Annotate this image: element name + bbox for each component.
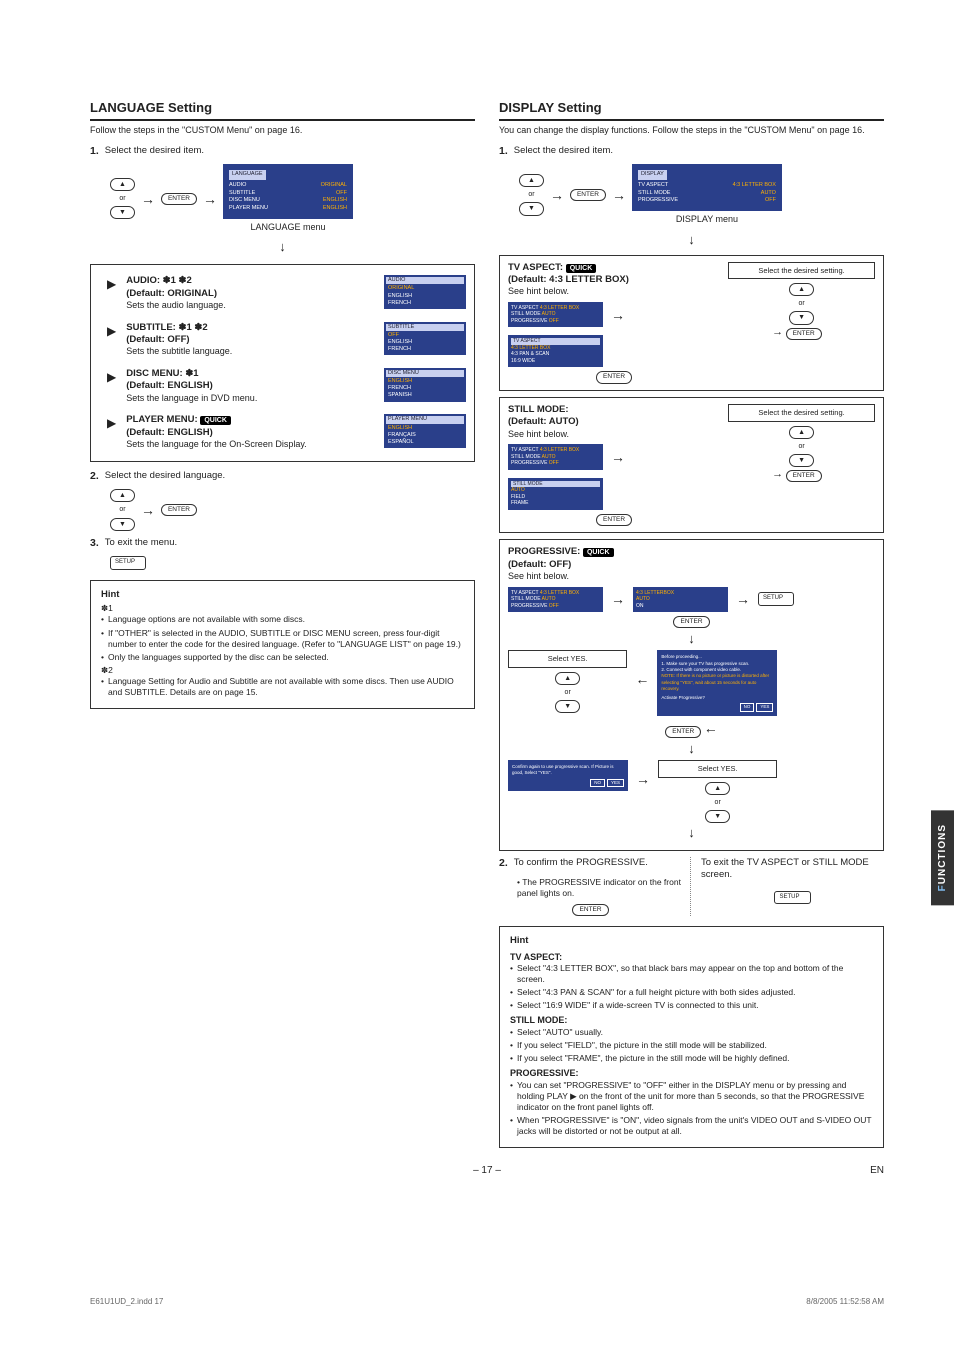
item-arrow-icon: ▶ (107, 416, 116, 432)
arrow-icon: → (141, 190, 155, 208)
language-hint-box: Hint ✽1 Language options are not availab… (90, 580, 475, 709)
item-arrow-icon: ▶ (107, 277, 116, 293)
item-arrow-icon: ▶ (107, 370, 116, 386)
print-metadata: E61U1UD_2.indd 17 8/8/2005 11:52:58 AM (90, 1297, 884, 1307)
right-column: DISPLAY Setting You can change the displ… (499, 100, 884, 1148)
language-menu-screen: LANGUAGE AUDIO ORIGINAL SUBTITLE OFF DIS… (223, 164, 353, 218)
enter-button[interactable]: ENTER (161, 193, 197, 205)
display-menu-screen: DISPLAY TV ASPECT 4:3 LETTER BOX STILL M… (632, 164, 782, 211)
step2-split: 2. To confirm the PROGRESSIVE. • The PRO… (499, 857, 884, 916)
audio-submenu: AUDIO ORIGINAL ENGLISH FRENCH (384, 275, 466, 309)
discmenu-submenu: DISC MENU ENGLISH FRENCH SPANISH (384, 368, 466, 402)
language-items-group: ▶ AUDIO: ✽1 ✽2 (Default: ORIGINAL) Sets … (90, 264, 475, 462)
arrow-icon: → (203, 190, 217, 208)
progressive-warning-screen: Before proceeding... 1. Make sure your T… (657, 650, 777, 715)
playermenu-submenu: PLAYER MENU ENGLISH FRANÇAIS ESPAÑOL (384, 414, 466, 448)
progressive-box: PROGRESSIVE: QUICK (Default: OFF) See hi… (499, 539, 884, 851)
language-menu-label: LANGUAGE menu (223, 222, 353, 234)
display-heading: DISPLAY Setting (499, 100, 884, 121)
side-tab: FUNCTIONS (931, 810, 954, 905)
arrow-down-icon: ↓ (90, 239, 475, 256)
language-intro: Follow the steps in the "CUSTOM Menu" on… (90, 125, 475, 137)
left-column: LANGUAGE Setting Follow the steps in the… (90, 100, 475, 1148)
step-text: Select the desired item. (105, 145, 204, 157)
tv-aspect-box: TV ASPECT: QUICK (Default: 4:3 LETTER BO… (499, 255, 884, 391)
subtitle-submenu: SUBTITLE OFF ENGLISH FRENCH (384, 322, 466, 356)
page-footer: – 17 – EN (90, 1164, 884, 1177)
up-button[interactable]: ▲ (110, 178, 135, 191)
quick-badge: QUICK (200, 416, 231, 425)
progressive-confirm-screen: Confirm again to use progressive scan. I… (508, 760, 628, 791)
step-num: 1. (90, 145, 99, 159)
item-arrow-icon: ▶ (107, 324, 116, 340)
still-mode-box: STILL MODE: (Default: AUTO) See hint bel… (499, 397, 884, 533)
down-button[interactable]: ▼ (110, 206, 135, 219)
display-hint-box: Hint TV ASPECT: Select "4:3 LETTER BOX",… (499, 926, 884, 1148)
language-heading: LANGUAGE Setting (90, 100, 475, 121)
setup-button[interactable]: SETUP (110, 556, 146, 570)
